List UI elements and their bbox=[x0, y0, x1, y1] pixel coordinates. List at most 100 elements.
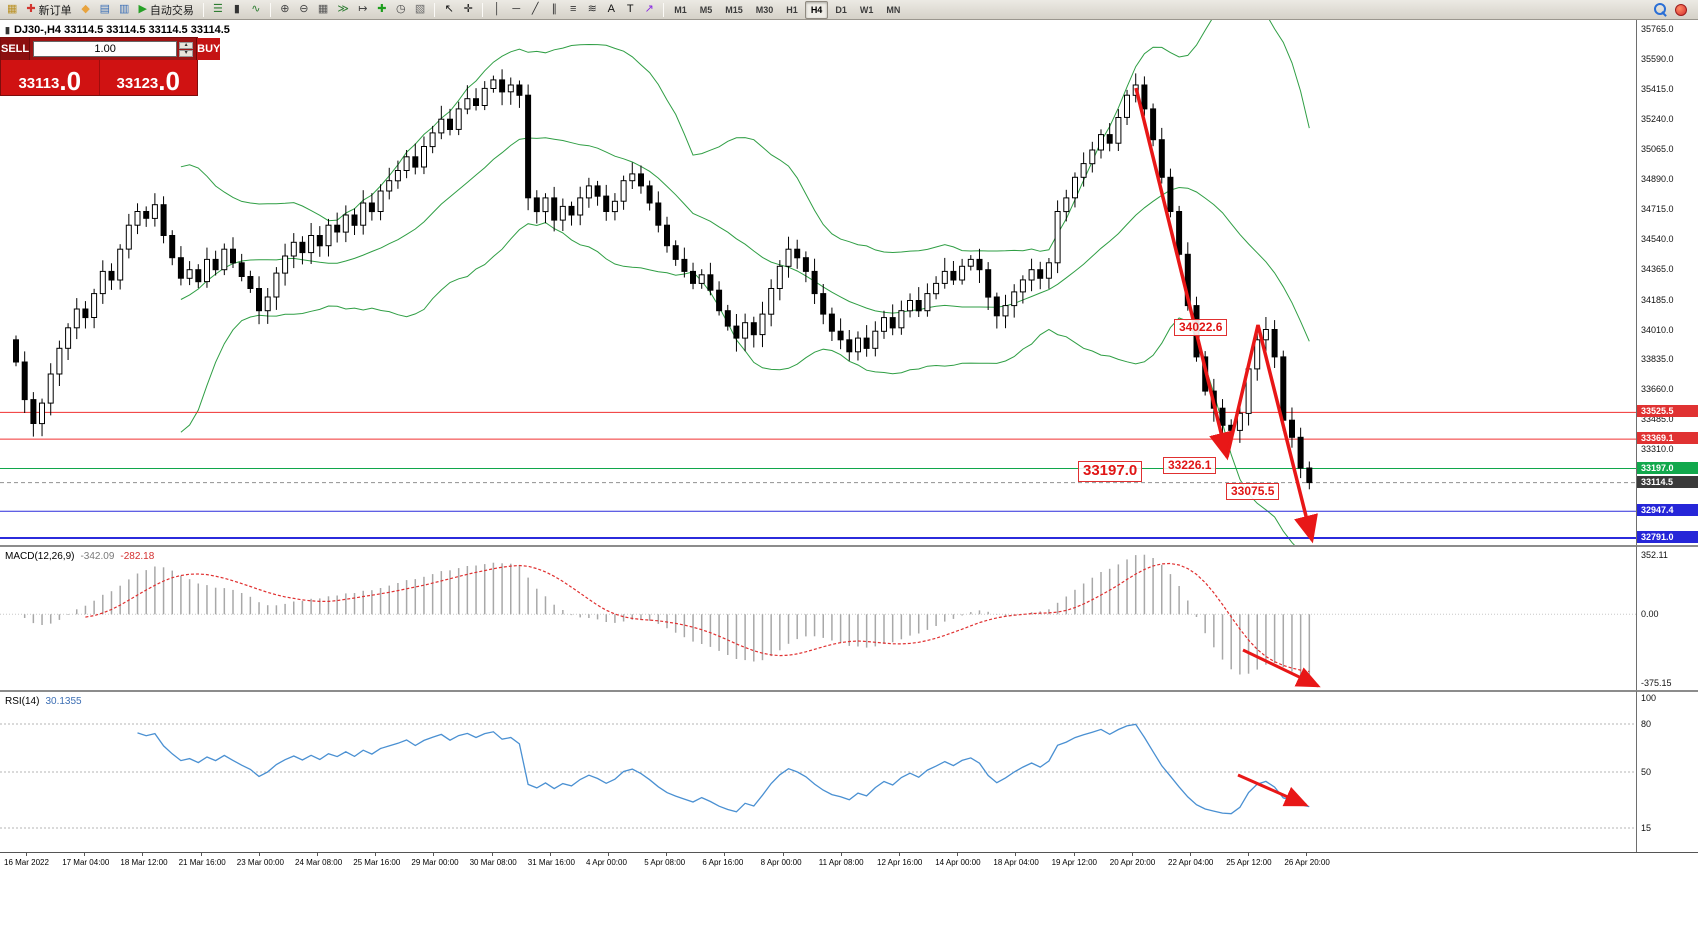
price-axis-label: 33660.0 bbox=[1641, 384, 1674, 395]
time-axis[interactable]: 16 Mar 2022 17 Mar 04:00 18 Mar 12:00 21 Ma… bbox=[0, 852, 1698, 869]
shapes-button[interactable]: ≋ bbox=[583, 1, 601, 19]
time-axis-label: 24 Mar 08:00 bbox=[295, 858, 343, 867]
time-axis-label: 18 Mar 12:00 bbox=[120, 858, 168, 867]
price-axis-label: 33835.0 bbox=[1641, 354, 1674, 365]
one-click-trading-panel: SELL ▴ ▾ BUY 33113.0 33123.0 bbox=[0, 37, 221, 96]
time-tick bbox=[608, 853, 609, 856]
new-chart-button[interactable]: ▦ bbox=[3, 1, 21, 19]
time-axis-label: 19 Apr 12:00 bbox=[1051, 858, 1097, 867]
time-tick bbox=[1306, 853, 1308, 856]
horizontal-line-icon: ─ bbox=[512, 3, 521, 15]
crosshair-icon: ✛ bbox=[463, 3, 473, 15]
toolbar-separator bbox=[663, 2, 665, 17]
zoom-in-button[interactable]: ⊕ bbox=[276, 1, 294, 19]
shapes-icon: ≋ bbox=[587, 3, 597, 15]
auto-trading-button[interactable]: ▶ 自动交易 bbox=[134, 1, 197, 19]
timeframe-button-mn[interactable]: MN bbox=[886, 4, 901, 15]
vertical-line-icon: │ bbox=[493, 3, 501, 15]
timeframe-button-m30[interactable]: M30 bbox=[755, 4, 774, 15]
price-axis-label: 33485.0 bbox=[1641, 414, 1674, 425]
timeframe-button-m15[interactable]: M15 bbox=[725, 4, 743, 15]
timeframe-button-m1[interactable]: M1 bbox=[674, 4, 687, 15]
toolbar-buttons: ▦ ✚ 新订单 ◆ ▤ ▥ ▶ 自动交易 ☰ ▮ ∿ ⊕ ⊖ ▦ ≫ ↦ ✚ ◷ ▧ ↖ ✛ │ ─ ╱ ∥ ≡ ≋ A T ↗ bbox=[3, 1, 668, 19]
arrows-button[interactable]: ↗ bbox=[640, 1, 658, 19]
price-divider bbox=[98, 60, 100, 95]
time-tick bbox=[258, 853, 260, 856]
trendline-button[interactable]: ╱ bbox=[526, 1, 544, 19]
price-axis-label: 33310.0 bbox=[1641, 444, 1674, 455]
sell-price-display[interactable]: 33113.0 bbox=[18, 66, 82, 96]
macd-axis[interactable]: 352.11 0.00 -375.15 bbox=[1636, 545, 1698, 690]
text-button[interactable]: A bbox=[602, 1, 620, 19]
candle-chart-button[interactable]: ▮ bbox=[228, 1, 246, 19]
cursor-button[interactable]: ↖ bbox=[440, 1, 458, 19]
price-axis-label: 34540.0 bbox=[1641, 233, 1674, 244]
new-order-button[interactable]: ✚ 新订单 bbox=[22, 1, 75, 19]
timeframe-button-w1[interactable]: W1 bbox=[859, 4, 874, 15]
new-order-button-label: 新订单 bbox=[38, 4, 72, 17]
horizontal-line-button[interactable]: ─ bbox=[507, 1, 525, 19]
new-order-icon: ✚ bbox=[26, 3, 36, 15]
macd-pane: MACD(12,26,9) -342.09 -282.18 bbox=[0, 545, 1636, 690]
line-chart-button[interactable]: ∿ bbox=[247, 1, 265, 19]
symbol-ohlc-label: ▮ DJ30-,H4 33114.5 33114.5 33114.5 33114… bbox=[5, 24, 230, 36]
navigator-button[interactable]: ▥ bbox=[115, 1, 133, 19]
rsi-axis-label: 100 bbox=[1641, 693, 1657, 703]
time-axis-label: 16 Mar 2022 bbox=[4, 858, 49, 867]
tile-windows-icon: ▦ bbox=[317, 3, 329, 15]
market-watch-button[interactable]: ▤ bbox=[96, 1, 114, 19]
periods-button[interactable]: ◷ bbox=[392, 1, 410, 19]
auto-trading-button-label: 自动交易 bbox=[149, 4, 194, 17]
time-axis-label: 8 Apr 00:00 bbox=[760, 858, 802, 867]
time-axis-label: 21 Mar 16:00 bbox=[178, 858, 226, 867]
timeframe-button-d1[interactable]: D1 bbox=[835, 4, 847, 15]
volume-input[interactable] bbox=[33, 41, 178, 57]
buy-price-display[interactable]: 33123.0 bbox=[116, 66, 180, 96]
rsi-axis[interactable]: 100 80 50 15 bbox=[1636, 690, 1698, 852]
time-tick bbox=[317, 853, 318, 856]
navigator-icon: ▥ bbox=[119, 3, 130, 15]
timeframe-button-h4[interactable]: H4 bbox=[804, 0, 829, 19]
auto-scroll-button[interactable]: ≫ bbox=[333, 1, 353, 19]
search-icon[interactable] bbox=[1654, 3, 1667, 16]
time-tick bbox=[200, 853, 202, 856]
time-tick bbox=[666, 853, 668, 856]
time-axis-label: 6 Apr 16:00 bbox=[702, 858, 744, 867]
macd-canvas[interactable] bbox=[0, 547, 1636, 690]
crosshair-button[interactable]: ✛ bbox=[459, 1, 477, 19]
zoom-out-button[interactable]: ⊖ bbox=[295, 1, 313, 19]
vertical-line-button[interactable]: │ bbox=[488, 1, 506, 19]
fibonacci-button[interactable]: ≡ bbox=[564, 1, 582, 19]
indicators-button[interactable]: ✚ bbox=[373, 1, 391, 19]
templates-button[interactable]: ▧ bbox=[411, 1, 429, 19]
time-axis-label: 14 Apr 00:00 bbox=[935, 858, 981, 867]
bar-chart-button[interactable]: ☰ bbox=[209, 1, 227, 19]
volume-decrease-icon[interactable]: ▾ bbox=[179, 49, 194, 57]
main-toolbar: ▦ ✚ 新订单 ◆ ▤ ▥ ▶ 自动交易 ☰ ▮ ∿ ⊕ ⊖ ▦ ≫ ↦ ✚ ◷ ▧ ↖ ✛ │ ─ ╱ ∥ ≡ ≋ A T ↗ M1 M5… bbox=[0, 0, 1698, 20]
price-axis-label: 34890.0 bbox=[1641, 174, 1674, 185]
price-tag: 33197.0 bbox=[1637, 461, 1698, 474]
timeframe-button-h1[interactable]: H1 bbox=[786, 4, 798, 15]
price-axis[interactable]: 35765.0 35590.0 35415.0 35240.0 35065.0 34890… bbox=[1636, 20, 1698, 545]
price-axis-label: 34365.0 bbox=[1641, 263, 1674, 274]
chart-shift-button[interactable]: ↦ bbox=[354, 1, 372, 19]
tile-windows-button[interactable]: ▦ bbox=[314, 1, 332, 19]
macd-main-value: -342.09 bbox=[80, 551, 115, 562]
favorites-button[interactable]: ◆ bbox=[77, 1, 95, 19]
notification-icon[interactable] bbox=[1675, 3, 1687, 16]
time-tick bbox=[84, 853, 86, 856]
price-tag: 33525.5 bbox=[1637, 405, 1698, 418]
time-tick bbox=[899, 853, 900, 856]
timeframe-button-m5[interactable]: M5 bbox=[699, 4, 713, 15]
toolbar-separator bbox=[202, 2, 204, 17]
buy-button[interactable]: BUY bbox=[196, 38, 221, 60]
channel-button[interactable]: ∥ bbox=[545, 1, 563, 19]
time-tick bbox=[840, 853, 842, 856]
volume-increase-icon[interactable]: ▴ bbox=[179, 41, 194, 49]
time-tick bbox=[375, 853, 377, 856]
rsi-canvas[interactable] bbox=[0, 692, 1636, 852]
time-tick bbox=[1190, 853, 1191, 856]
label-button[interactable]: T bbox=[621, 1, 639, 19]
sell-button[interactable]: SELL bbox=[1, 38, 31, 60]
main-chart-canvas[interactable] bbox=[0, 0, 1636, 555]
